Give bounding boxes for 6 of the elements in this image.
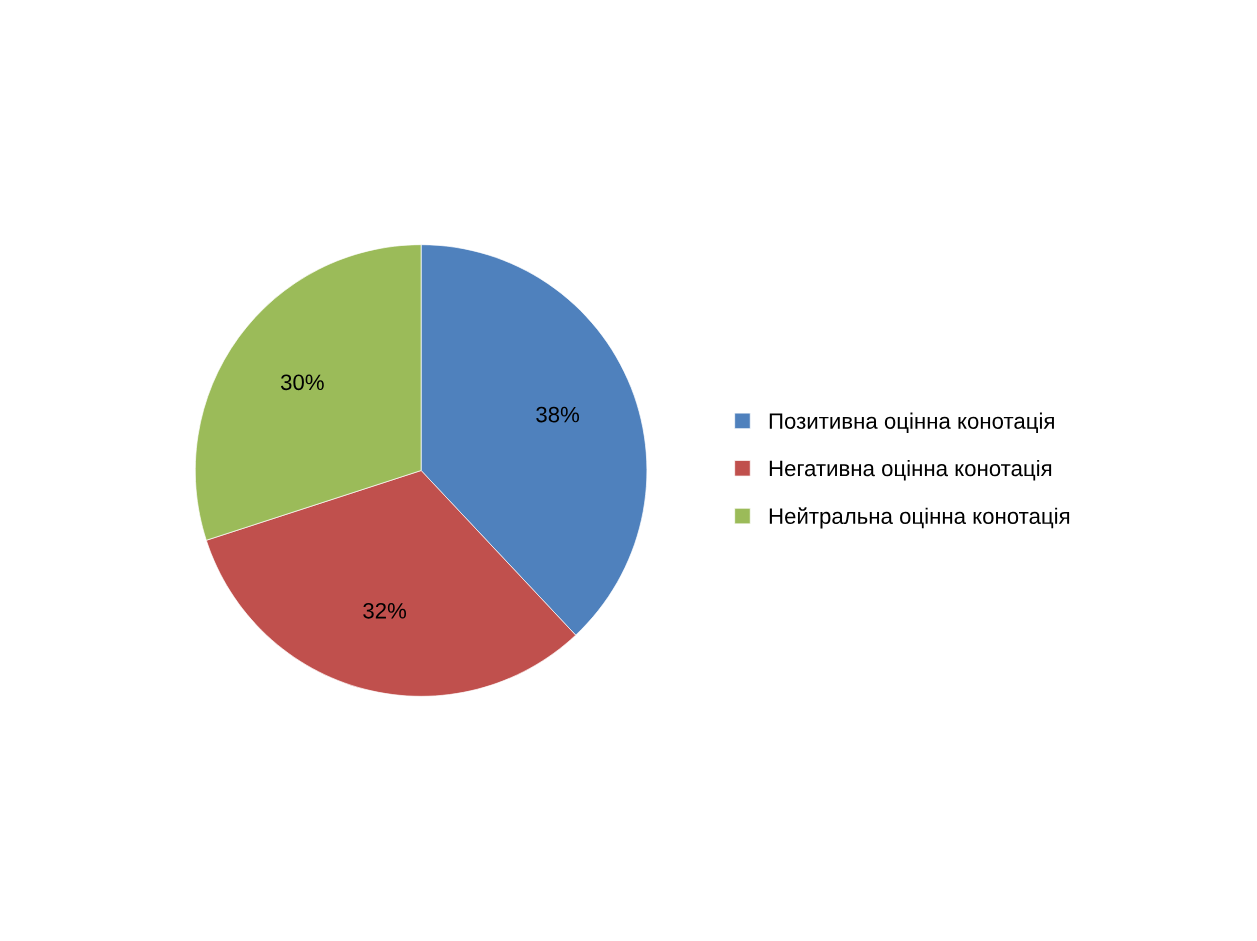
legend-label: Негативна оцінна конотація xyxy=(769,459,1052,481)
data-label: 30% xyxy=(280,374,324,391)
legend-label: Нейтральна оцінна конотація xyxy=(769,507,1070,529)
data-label: 38% xyxy=(536,406,580,423)
legend-label: Позитивна оцінна конотація xyxy=(769,412,1054,434)
data-label: 32% xyxy=(363,602,407,619)
